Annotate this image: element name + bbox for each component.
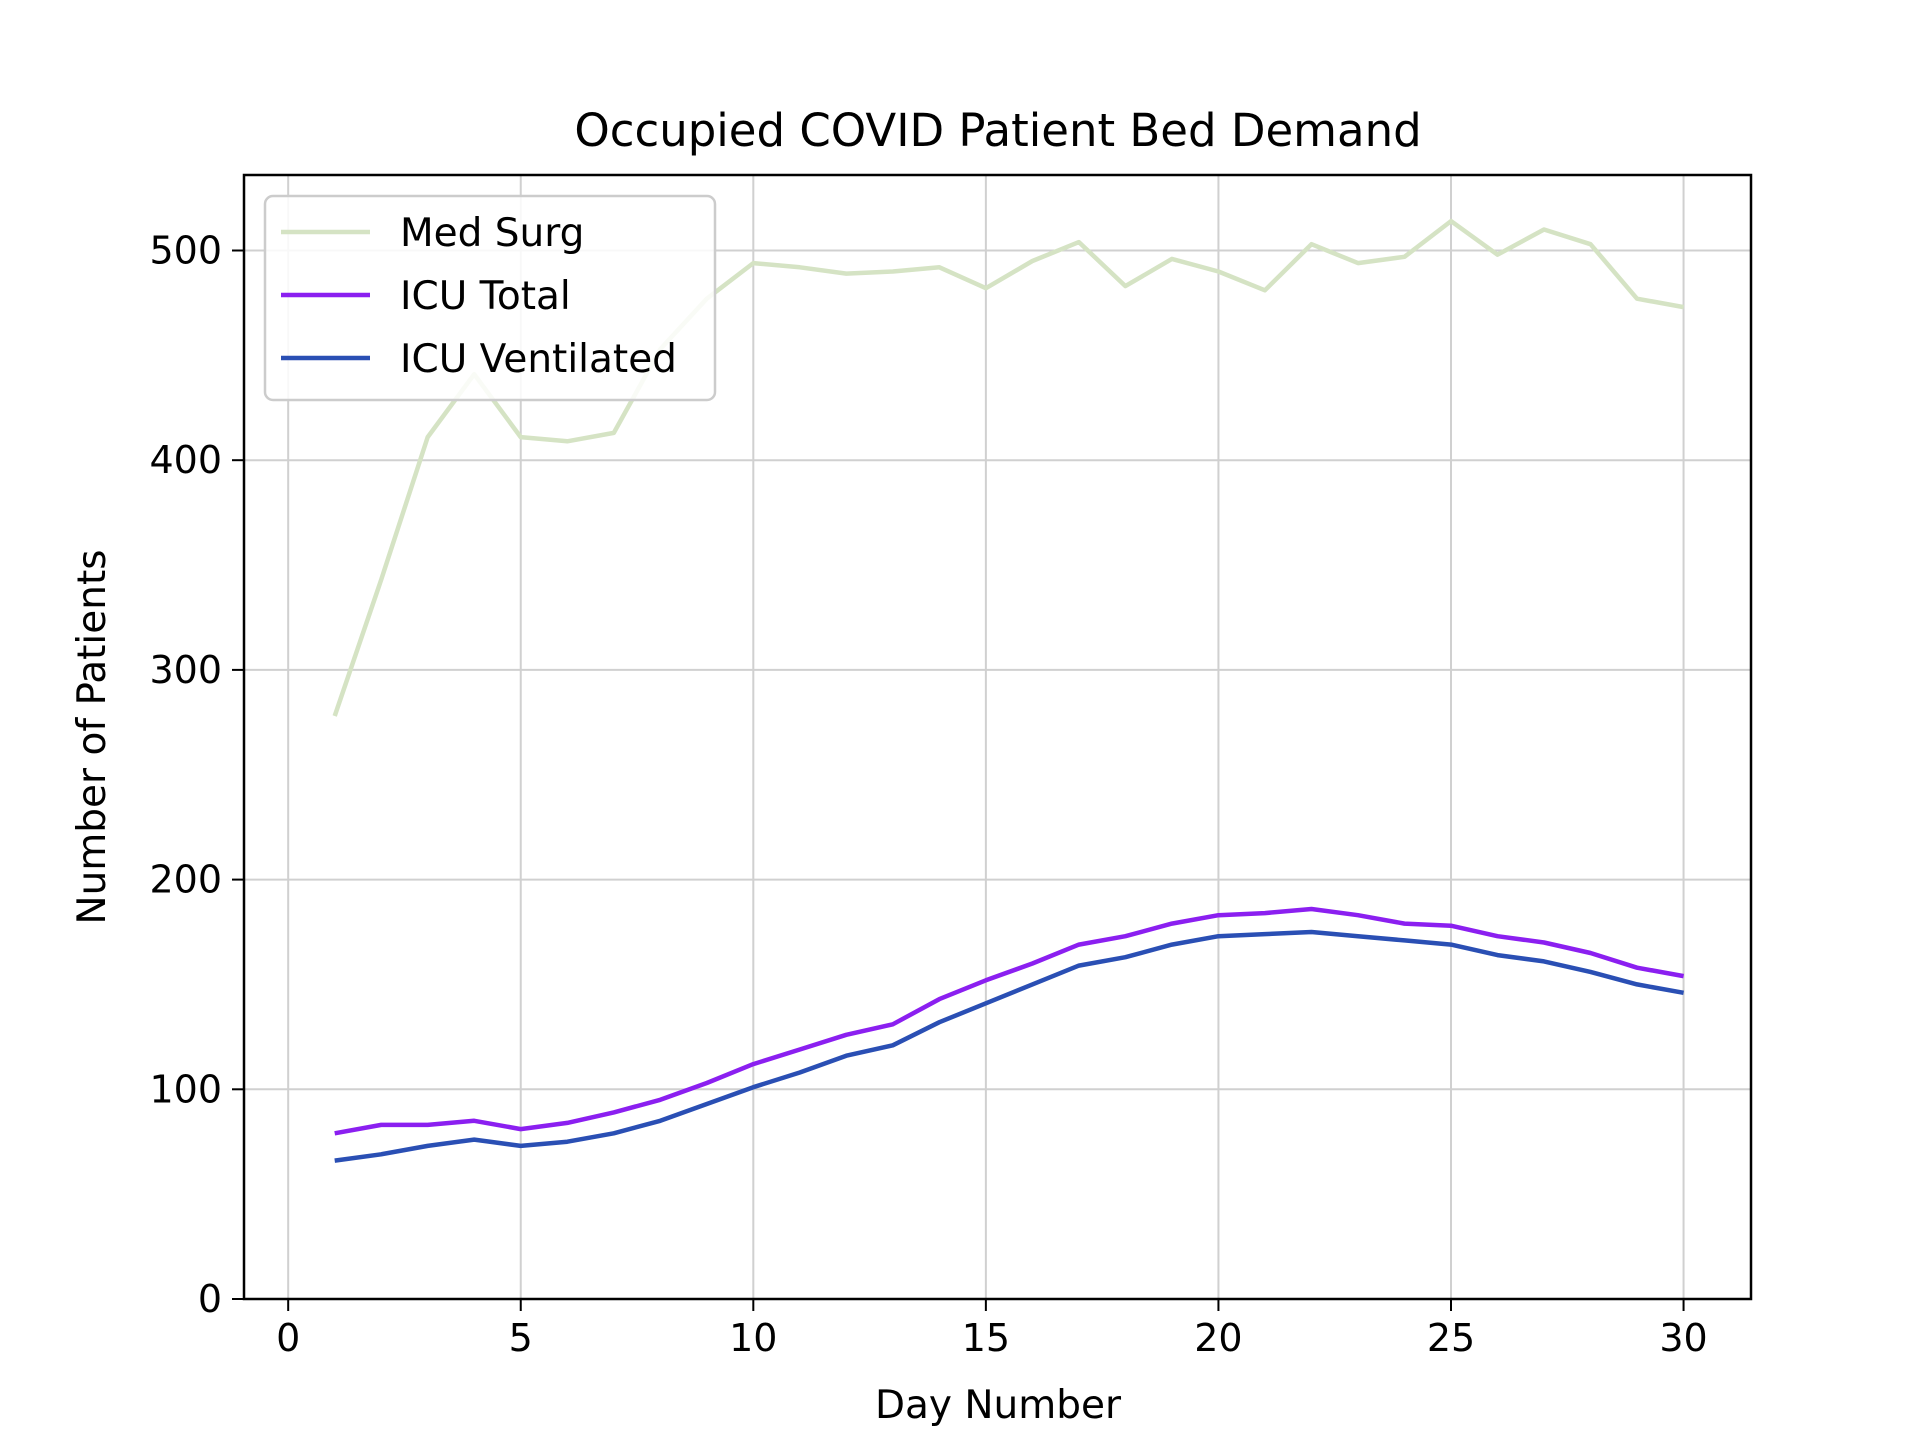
- y-tick-label: 300: [149, 648, 222, 692]
- y-tick-label: 0: [198, 1277, 222, 1321]
- x-tick-label: 30: [1659, 1316, 1707, 1360]
- series-line-med-surg: [332, 218, 1684, 717]
- x-tick-label: 20: [1194, 1316, 1242, 1360]
- x-tick-label: 15: [962, 1316, 1010, 1360]
- x-tick-label: 5: [509, 1316, 533, 1360]
- legend-label: ICU Ventilated: [400, 337, 677, 382]
- y-tick-label: 100: [149, 1067, 222, 1111]
- x-tick-label: 0: [276, 1316, 300, 1360]
- x-axis-label: Day Number: [875, 1383, 1122, 1428]
- legend: Med Surg ICU Total ICU Ventilated: [263, 194, 717, 402]
- y-tick-label: 400: [149, 438, 222, 482]
- x-tick-label: 25: [1427, 1316, 1475, 1360]
- x-tick-label: 10: [729, 1316, 777, 1360]
- y-tick-label: 500: [149, 228, 222, 272]
- legend-label: Med Surg: [400, 211, 584, 256]
- y-axis-label: Number of Patients: [70, 549, 115, 924]
- y-tick-label: 200: [149, 858, 222, 902]
- grid-lines: [244, 175, 1751, 1300]
- series-lines: [332, 218, 1684, 1163]
- series-line-icu-ventilated: [334, 929, 1684, 1163]
- chart-title: Occupied COVID Patient Bed Demand: [574, 104, 1421, 157]
- plot-frame: [242, 173, 1753, 1301]
- series-line-icu-total: [334, 906, 1684, 1136]
- legend-label: ICU Total: [400, 274, 571, 319]
- legend-box: [263, 194, 717, 402]
